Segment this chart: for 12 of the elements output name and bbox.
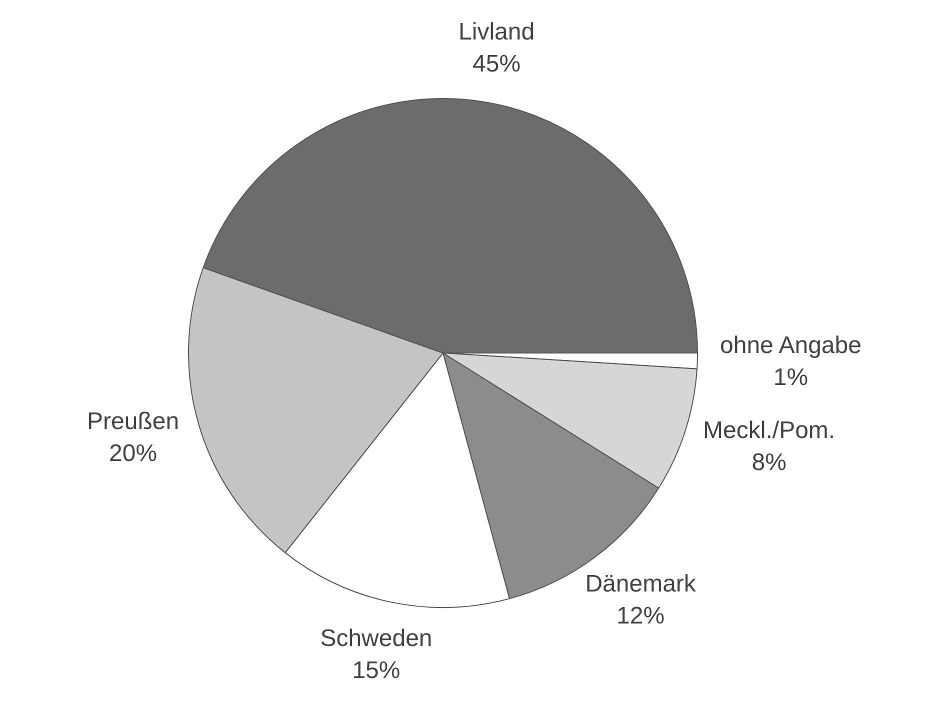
slice-label: Livland: [458, 18, 535, 46]
slice-label: ohne Angabe: [720, 332, 862, 360]
slice-label: Preußen: [87, 408, 180, 435]
slice-label: Meckl./Pom.: [703, 417, 836, 444]
data-label: 45%: [472, 50, 521, 78]
slice-label: Schweden: [320, 624, 432, 652]
data-label: 8%: [752, 449, 786, 476]
data-label: 15%: [352, 656, 400, 684]
slice-label: Dänemark: [585, 570, 697, 598]
data-label: 12%: [616, 602, 665, 630]
data-label: 20%: [109, 440, 158, 467]
data-label: 1%: [773, 364, 808, 392]
